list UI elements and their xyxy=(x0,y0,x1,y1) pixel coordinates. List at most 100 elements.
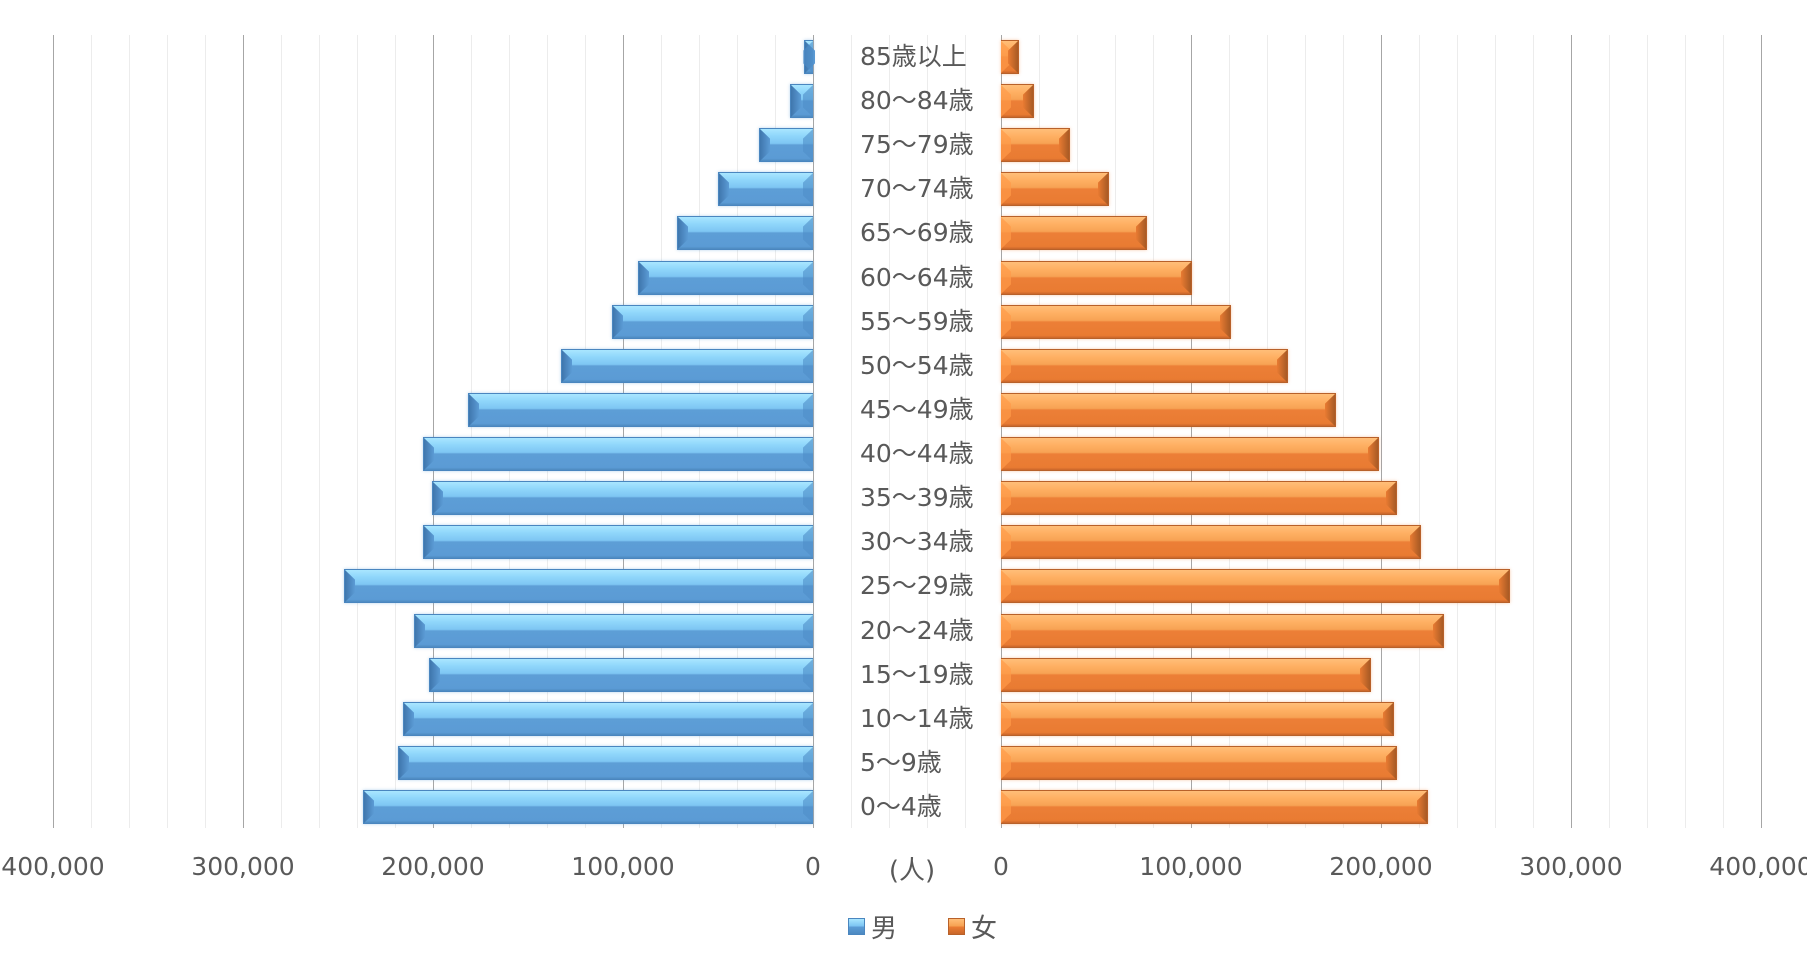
major-gridline xyxy=(433,35,434,828)
bar-female[interactable] xyxy=(1001,525,1421,559)
bar-female[interactable] xyxy=(1001,216,1147,250)
legend-item-male[interactable]: 男 xyxy=(848,906,897,946)
age-group-label: 25～29歳 xyxy=(860,571,974,600)
left-axis-tick-label: 0 xyxy=(805,852,821,881)
bar-male[interactable] xyxy=(677,216,813,250)
unit-label: (人) xyxy=(888,856,936,886)
minor-gridline xyxy=(1419,35,1420,828)
minor-gridline xyxy=(167,35,168,828)
minor-gridline xyxy=(661,35,662,828)
minor-gridline xyxy=(509,35,510,828)
bar-female[interactable] xyxy=(1001,437,1379,471)
minor-gridline xyxy=(1229,35,1230,828)
bar-female[interactable] xyxy=(1001,349,1288,383)
bar-male[interactable] xyxy=(432,481,813,515)
bar-male[interactable] xyxy=(759,128,813,162)
major-gridline xyxy=(243,35,244,828)
bar-male[interactable] xyxy=(344,569,813,603)
bar-male[interactable] xyxy=(398,746,813,780)
bar-male[interactable] xyxy=(718,172,813,206)
age-group-label: 80～84歳 xyxy=(860,86,974,115)
major-gridline xyxy=(1761,35,1762,828)
age-group-label: 45～49歳 xyxy=(860,395,974,424)
male-swatch-icon xyxy=(848,917,865,935)
bar-female[interactable] xyxy=(1001,305,1231,339)
minor-gridline xyxy=(91,35,92,828)
age-group-label: 40～44歳 xyxy=(860,439,974,468)
age-group-label: 20～24歳 xyxy=(860,616,974,645)
minor-gridline xyxy=(889,35,890,828)
bar-male[interactable] xyxy=(423,525,813,559)
major-gridline xyxy=(53,35,54,828)
minor-gridline xyxy=(319,35,320,828)
bar-female[interactable] xyxy=(1001,172,1109,206)
bar-female[interactable] xyxy=(1001,40,1019,74)
bar-female[interactable] xyxy=(1001,84,1034,118)
age-group-label: 70～74歳 xyxy=(860,174,974,203)
minor-gridline xyxy=(1153,35,1154,828)
age-group-label: 60～64歳 xyxy=(860,263,974,292)
minor-gridline xyxy=(1039,35,1040,828)
minor-gridline xyxy=(471,35,472,828)
bar-female[interactable] xyxy=(1001,481,1397,515)
minor-gridline xyxy=(1267,35,1268,828)
bar-male[interactable] xyxy=(363,790,813,824)
minor-gridline xyxy=(737,35,738,828)
right-axis-tick-label: 100,000 xyxy=(1139,852,1243,881)
minor-gridline xyxy=(395,35,396,828)
bar-male[interactable] xyxy=(803,40,815,74)
minor-gridline xyxy=(775,35,776,828)
major-gridline xyxy=(1001,35,1002,828)
age-group-label: 30～34歳 xyxy=(860,527,974,556)
bar-male[interactable] xyxy=(429,658,813,692)
minor-gridline xyxy=(1343,35,1344,828)
minor-gridline xyxy=(547,35,548,828)
bar-male[interactable] xyxy=(638,261,813,295)
minor-gridline xyxy=(1685,35,1686,828)
bar-female[interactable] xyxy=(1001,614,1444,648)
legend-label-female: 女 xyxy=(971,913,998,944)
bar-male[interactable] xyxy=(468,393,813,427)
bar-female[interactable] xyxy=(1001,128,1070,162)
right-axis-tick-label: 0 xyxy=(993,852,1009,881)
major-gridline xyxy=(813,35,814,828)
major-gridline xyxy=(1571,35,1572,828)
legend-item-female[interactable]: 女 xyxy=(948,906,997,946)
bar-female[interactable] xyxy=(1001,790,1428,824)
bar-male[interactable] xyxy=(414,614,813,648)
right-axis-tick-label: 300,000 xyxy=(1519,852,1623,881)
age-group-label: 5～9歳 xyxy=(860,748,942,777)
bar-male[interactable] xyxy=(790,84,813,118)
bar-female[interactable] xyxy=(1001,261,1192,295)
minor-gridline xyxy=(1077,35,1078,828)
minor-gridline xyxy=(1609,35,1610,828)
age-group-label: 50～54歳 xyxy=(860,351,974,380)
bar-female[interactable] xyxy=(1001,393,1336,427)
minor-gridline xyxy=(927,35,928,828)
minor-gridline xyxy=(1723,35,1724,828)
bar-male[interactable] xyxy=(423,437,813,471)
major-gridline xyxy=(1381,35,1382,828)
bar-female[interactable] xyxy=(1001,746,1397,780)
bar-female[interactable] xyxy=(1001,569,1510,603)
major-gridline xyxy=(1191,35,1192,828)
age-group-label: 75～79歳 xyxy=(860,130,974,159)
right-axis-tick-label: 200,000 xyxy=(1329,852,1433,881)
bar-male[interactable] xyxy=(403,702,813,736)
age-group-label: 65～69歳 xyxy=(860,218,974,247)
minor-gridline xyxy=(1115,35,1116,828)
legend: 男 女 xyxy=(0,906,1807,946)
bar-male[interactable] xyxy=(612,305,813,339)
female-swatch-icon xyxy=(948,917,965,935)
left-axis-tick-label: 200,000 xyxy=(381,852,485,881)
minor-gridline xyxy=(205,35,206,828)
major-gridline xyxy=(623,35,624,828)
bar-male[interactable] xyxy=(561,349,813,383)
minor-gridline xyxy=(129,35,130,828)
bar-female[interactable] xyxy=(1001,658,1371,692)
minor-gridline xyxy=(1457,35,1458,828)
minor-gridline xyxy=(1647,35,1648,828)
bar-female[interactable] xyxy=(1001,702,1394,736)
minor-gridline xyxy=(585,35,586,828)
